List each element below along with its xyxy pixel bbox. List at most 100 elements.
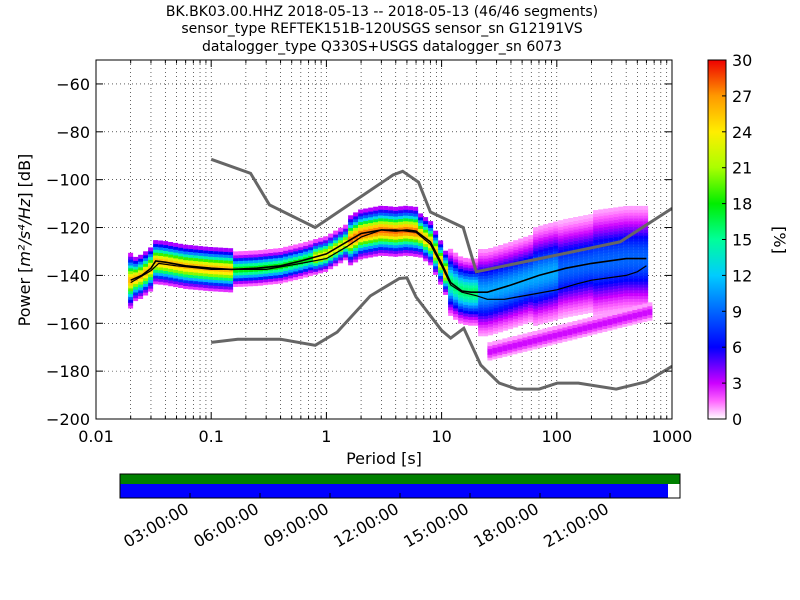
timeline-ticks: 03:00:0006:00:0009:00:0012:00:0015:00:00…	[120, 493, 612, 551]
colorbar-tick-label: 3	[732, 374, 742, 393]
heatmap-cell	[413, 244, 419, 249]
heatmap-cell	[463, 318, 469, 323]
heatmap-cell	[233, 260, 239, 264]
heatmap-cell	[458, 290, 464, 295]
heatmap-cell	[568, 298, 574, 303]
heatmap-cell	[438, 277, 444, 282]
heatmap-cell	[333, 230, 339, 235]
heatmap-cell	[613, 307, 619, 312]
heatmap-cell	[508, 253, 514, 258]
heatmap-cell	[608, 265, 614, 270]
heatmap-cell	[383, 208, 389, 213]
heatmap-cell	[228, 254, 234, 258]
heatmap-cell	[607, 320, 613, 325]
heatmap-cell	[423, 220, 429, 224]
heatmap-cell	[178, 272, 184, 277]
colorbar-tick-label: 9	[732, 302, 742, 321]
heatmap-cell	[623, 251, 629, 256]
heatmap-cell	[478, 309, 484, 314]
heatmap-cell	[463, 295, 469, 300]
heatmap-cell	[603, 226, 609, 230]
heatmap-cell	[193, 251, 199, 256]
heatmap-cell	[248, 250, 254, 255]
heatmap-cell	[128, 290, 134, 295]
heatmap-cell	[578, 233, 584, 238]
heatmap-cell	[253, 276, 259, 281]
heatmap-cell	[643, 266, 649, 271]
heatmap-cell	[643, 220, 649, 225]
heatmap-cell	[473, 281, 479, 286]
heatmap-cell	[283, 255, 289, 260]
heatmap-cell	[208, 255, 214, 260]
heatmap-cell	[408, 206, 414, 211]
heatmap-cell	[363, 219, 369, 224]
heatmap-cell	[502, 352, 508, 357]
heatmap-cell	[348, 244, 354, 249]
heatmap-cell	[458, 308, 464, 313]
heatmap-cell	[553, 267, 559, 272]
heatmap-cell	[563, 227, 569, 232]
heatmap-cell	[588, 225, 594, 230]
heatmap-cell	[423, 222, 429, 227]
heatmap-cell	[363, 225, 369, 230]
heatmap-cell	[628, 214, 634, 219]
heatmap-cell	[568, 278, 574, 283]
heatmap-cell	[577, 328, 583, 333]
heatmap-cell	[373, 232, 379, 237]
heatmap-cell	[598, 235, 604, 240]
heatmap-cell	[453, 281, 459, 286]
heatmap-cell	[637, 316, 643, 321]
heatmap-cell	[528, 246, 534, 251]
heatmap-cell	[223, 282, 229, 287]
heatmap-cell	[588, 217, 594, 222]
heatmap-cell	[303, 244, 309, 249]
heatmap-cell	[523, 254, 529, 258]
heatmap-cell	[627, 315, 633, 320]
heatmap-cell	[568, 266, 574, 271]
heatmap-cell	[508, 319, 514, 324]
heatmap-cell	[603, 274, 609, 279]
heatmap-cell	[213, 287, 219, 292]
heatmap-cell	[303, 262, 309, 266]
heatmap-cell	[523, 256, 529, 261]
heatmap-cell	[582, 321, 588, 326]
heatmap-cell	[543, 227, 549, 232]
heatmap-cell	[603, 292, 609, 296]
heatmap-cell	[533, 232, 539, 237]
heatmap-cell	[168, 253, 174, 258]
heatmap-cell	[617, 318, 623, 323]
heatmap-cell	[458, 276, 464, 281]
heatmap-cell	[143, 257, 149, 261]
heatmap-cell	[363, 208, 369, 213]
heatmap-cell	[148, 284, 154, 289]
heatmap-cell	[638, 234, 644, 239]
heatmap-cell	[528, 301, 534, 306]
heatmap-cell	[568, 275, 574, 280]
heatmap-cell	[243, 256, 249, 261]
heatmap-cell	[443, 265, 449, 270]
heatmap-cell	[228, 251, 234, 256]
heatmap-cell	[523, 282, 529, 287]
heatmap-cell	[443, 276, 449, 281]
heatmap-cell	[263, 258, 269, 263]
heatmap-cell	[378, 211, 384, 216]
heatmap-cell	[608, 254, 614, 258]
heatmap-cell	[627, 321, 633, 326]
heatmap-cell	[343, 230, 349, 235]
heatmap-cell	[163, 267, 169, 271]
heatmap-cell	[293, 273, 299, 278]
heatmap-cell	[183, 256, 189, 261]
colorbar-tick-label: 21	[732, 159, 752, 178]
heatmap-cell	[503, 277, 509, 282]
heatmap-cell	[138, 295, 144, 299]
heatmap-cell	[502, 347, 508, 352]
heatmap-cell	[358, 223, 364, 228]
heatmap-cell	[548, 248, 554, 253]
heatmap-cell	[543, 230, 549, 234]
heatmap-cell	[507, 337, 513, 342]
heatmap-cell	[508, 290, 514, 295]
heatmap-cell	[183, 279, 189, 284]
heatmap-cell	[578, 282, 584, 287]
heatmap-cell	[193, 277, 199, 282]
heatmap-cell	[228, 265, 234, 270]
